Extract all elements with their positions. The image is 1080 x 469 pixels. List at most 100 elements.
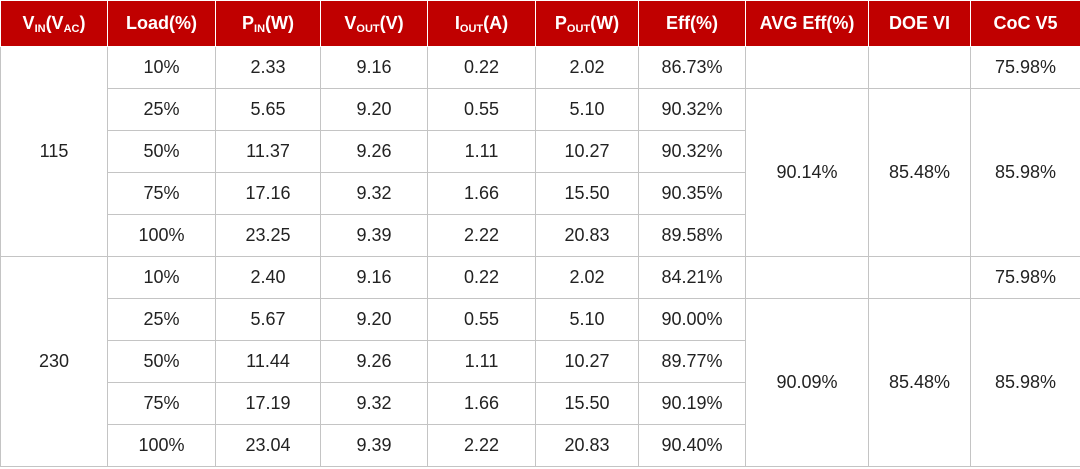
vin-cell: 115 — [0, 46, 108, 257]
header-cell: POUT(W) — [535, 0, 639, 47]
header-subscript: AC — [63, 22, 80, 35]
data-cell: 2.02 — [535, 46, 639, 89]
header-text: (W) — [590, 12, 620, 33]
data-cell: 10.27 — [535, 130, 639, 173]
data-row: 50% 11.37 9.26 1.11 10.27 90.32% — [1, 130, 1080, 173]
header-cell: IOUT(A) — [427, 0, 536, 47]
data-cell: 86.73% — [638, 46, 746, 89]
data-cell: 9.16 — [320, 46, 428, 89]
data-cell: 5.65 — [215, 88, 321, 131]
data-cell: 84.21% — [638, 256, 746, 299]
data-cell: 2.40 — [215, 256, 321, 299]
coc-cell: 75.98% — [970, 256, 1080, 299]
header-text: V — [344, 12, 357, 33]
doe-cell: 85.48% — [868, 298, 971, 467]
coc-cell: 75.98% — [970, 46, 1080, 89]
data-cell: 9.39 — [320, 424, 428, 467]
data-cell: 2.02 — [535, 256, 639, 299]
header-cell: CoC V5 — [970, 0, 1080, 47]
header-text: (V — [45, 12, 64, 33]
data-cell: 89.77% — [638, 340, 746, 383]
table-body: 115 10% 2.33 9.16 0.22 2.02 86.73% 75.98% 25% 5.6… — [0, 46, 1080, 467]
data-cell: 2.22 — [427, 424, 536, 467]
header-subscript: OUT — [566, 22, 591, 35]
data-cell: 9.16 — [320, 256, 428, 299]
data-cell: 9.20 — [320, 88, 428, 131]
data-row: 25% 5.67 9.20 0.55 5.10 90.00% 90.09% 85.48% 85.… — [1, 298, 1080, 467]
header-text: V — [22, 12, 35, 33]
data-cell: 0.22 — [427, 256, 536, 299]
coc-cell: 85.98% — [970, 298, 1080, 467]
header-text: CoC V5 — [993, 13, 1058, 33]
data-cell: 20.83 — [535, 424, 639, 467]
data-cell: 17.16 — [215, 172, 321, 215]
data-row: 100% 23.04 9.39 2.22 20.83 90.40% — [1, 424, 1080, 467]
data-row: 75% 17.16 9.32 1.66 15.50 90.35% — [1, 172, 1080, 215]
data-cell: 90.35% — [638, 172, 746, 215]
header-cell: VIN(VAC) — [0, 0, 108, 47]
data-cell: 100% — [107, 214, 216, 257]
header-row: VIN(VAC) Load(%) PIN(W) VOUT(V) IOUT(A) POUT(… — [0, 0, 1080, 47]
data-cell: 75% — [107, 382, 216, 425]
header-text: P — [242, 12, 255, 33]
data-cell: 89.58% — [638, 214, 746, 257]
data-cell: 90.32% — [638, 88, 746, 131]
data-row: 25% 5.65 9.20 0.55 5.10 90.32% 90.14% 85.48% 85.… — [1, 88, 1080, 257]
data-row: 75% 17.19 9.32 1.66 15.50 90.19% — [1, 382, 1080, 425]
data-cell: 15.50 — [535, 382, 639, 425]
header-subscript: IN — [34, 22, 46, 35]
data-cell: 2.22 — [427, 214, 536, 257]
empty-cell — [868, 256, 971, 299]
doe-cell: 85.48% — [868, 88, 971, 257]
empty-cell — [745, 256, 869, 299]
data-cell: 10% — [107, 46, 216, 89]
data-cell: 9.20 — [320, 298, 428, 341]
data-cell: 1.66 — [427, 172, 536, 215]
data-cell: 1.11 — [427, 130, 536, 173]
header-text: AVG Eff(%) — [759, 13, 855, 33]
data-cell: 25% — [107, 88, 216, 131]
data-cell: 90.00% — [638, 298, 746, 341]
data-cell: 11.37 — [215, 130, 321, 173]
header-text: ) — [79, 12, 86, 33]
data-cell: 5.10 — [535, 298, 639, 341]
empty-cell — [868, 46, 971, 89]
coc-cell: 85.98% — [970, 88, 1080, 257]
data-cell: 9.26 — [320, 130, 428, 173]
data-cell: 20.83 — [535, 214, 639, 257]
header-text: Eff(%) — [666, 13, 718, 33]
header-subscript: OUT — [459, 22, 484, 35]
data-cell: 9.32 — [320, 382, 428, 425]
data-cell: 1.11 — [427, 340, 536, 383]
avg-eff-cell: 90.14% — [745, 88, 869, 257]
data-cell: 11.44 — [215, 340, 321, 383]
data-row: 115 10% 2.33 9.16 0.22 2.02 86.73% 75.98% — [0, 46, 1080, 257]
data-cell: 15.50 — [535, 172, 639, 215]
header-text: (A) — [483, 12, 509, 33]
data-cell: 75% — [107, 172, 216, 215]
data-cell: 25% — [107, 298, 216, 341]
header-subscript: OUT — [356, 22, 380, 35]
data-cell: 100% — [107, 424, 216, 467]
data-cell: 0.55 — [427, 298, 536, 341]
header-text: I — [454, 12, 460, 33]
data-cell: 2.33 — [215, 46, 321, 89]
data-cell: 17.19 — [215, 382, 321, 425]
data-cell: 0.22 — [427, 46, 536, 89]
data-cell: 90.40% — [638, 424, 746, 467]
header-subscript: IN — [254, 22, 266, 35]
avg-eff-cell: 90.09% — [745, 298, 869, 467]
data-cell: 23.25 — [215, 214, 321, 257]
header-cell: Load(%) — [107, 0, 216, 47]
data-cell: 9.32 — [320, 172, 428, 215]
data-cell: 23.04 — [215, 424, 321, 467]
data-cell: 50% — [107, 340, 216, 383]
header-text: (V) — [379, 12, 404, 33]
data-cell: 9.26 — [320, 340, 428, 383]
data-cell: 10.27 — [535, 340, 639, 383]
header-text: DOE VI — [888, 13, 950, 33]
header-cell: PIN(W) — [215, 0, 321, 47]
data-cell: 10% — [107, 256, 216, 299]
header-cell: VOUT(V) — [320, 0, 428, 47]
